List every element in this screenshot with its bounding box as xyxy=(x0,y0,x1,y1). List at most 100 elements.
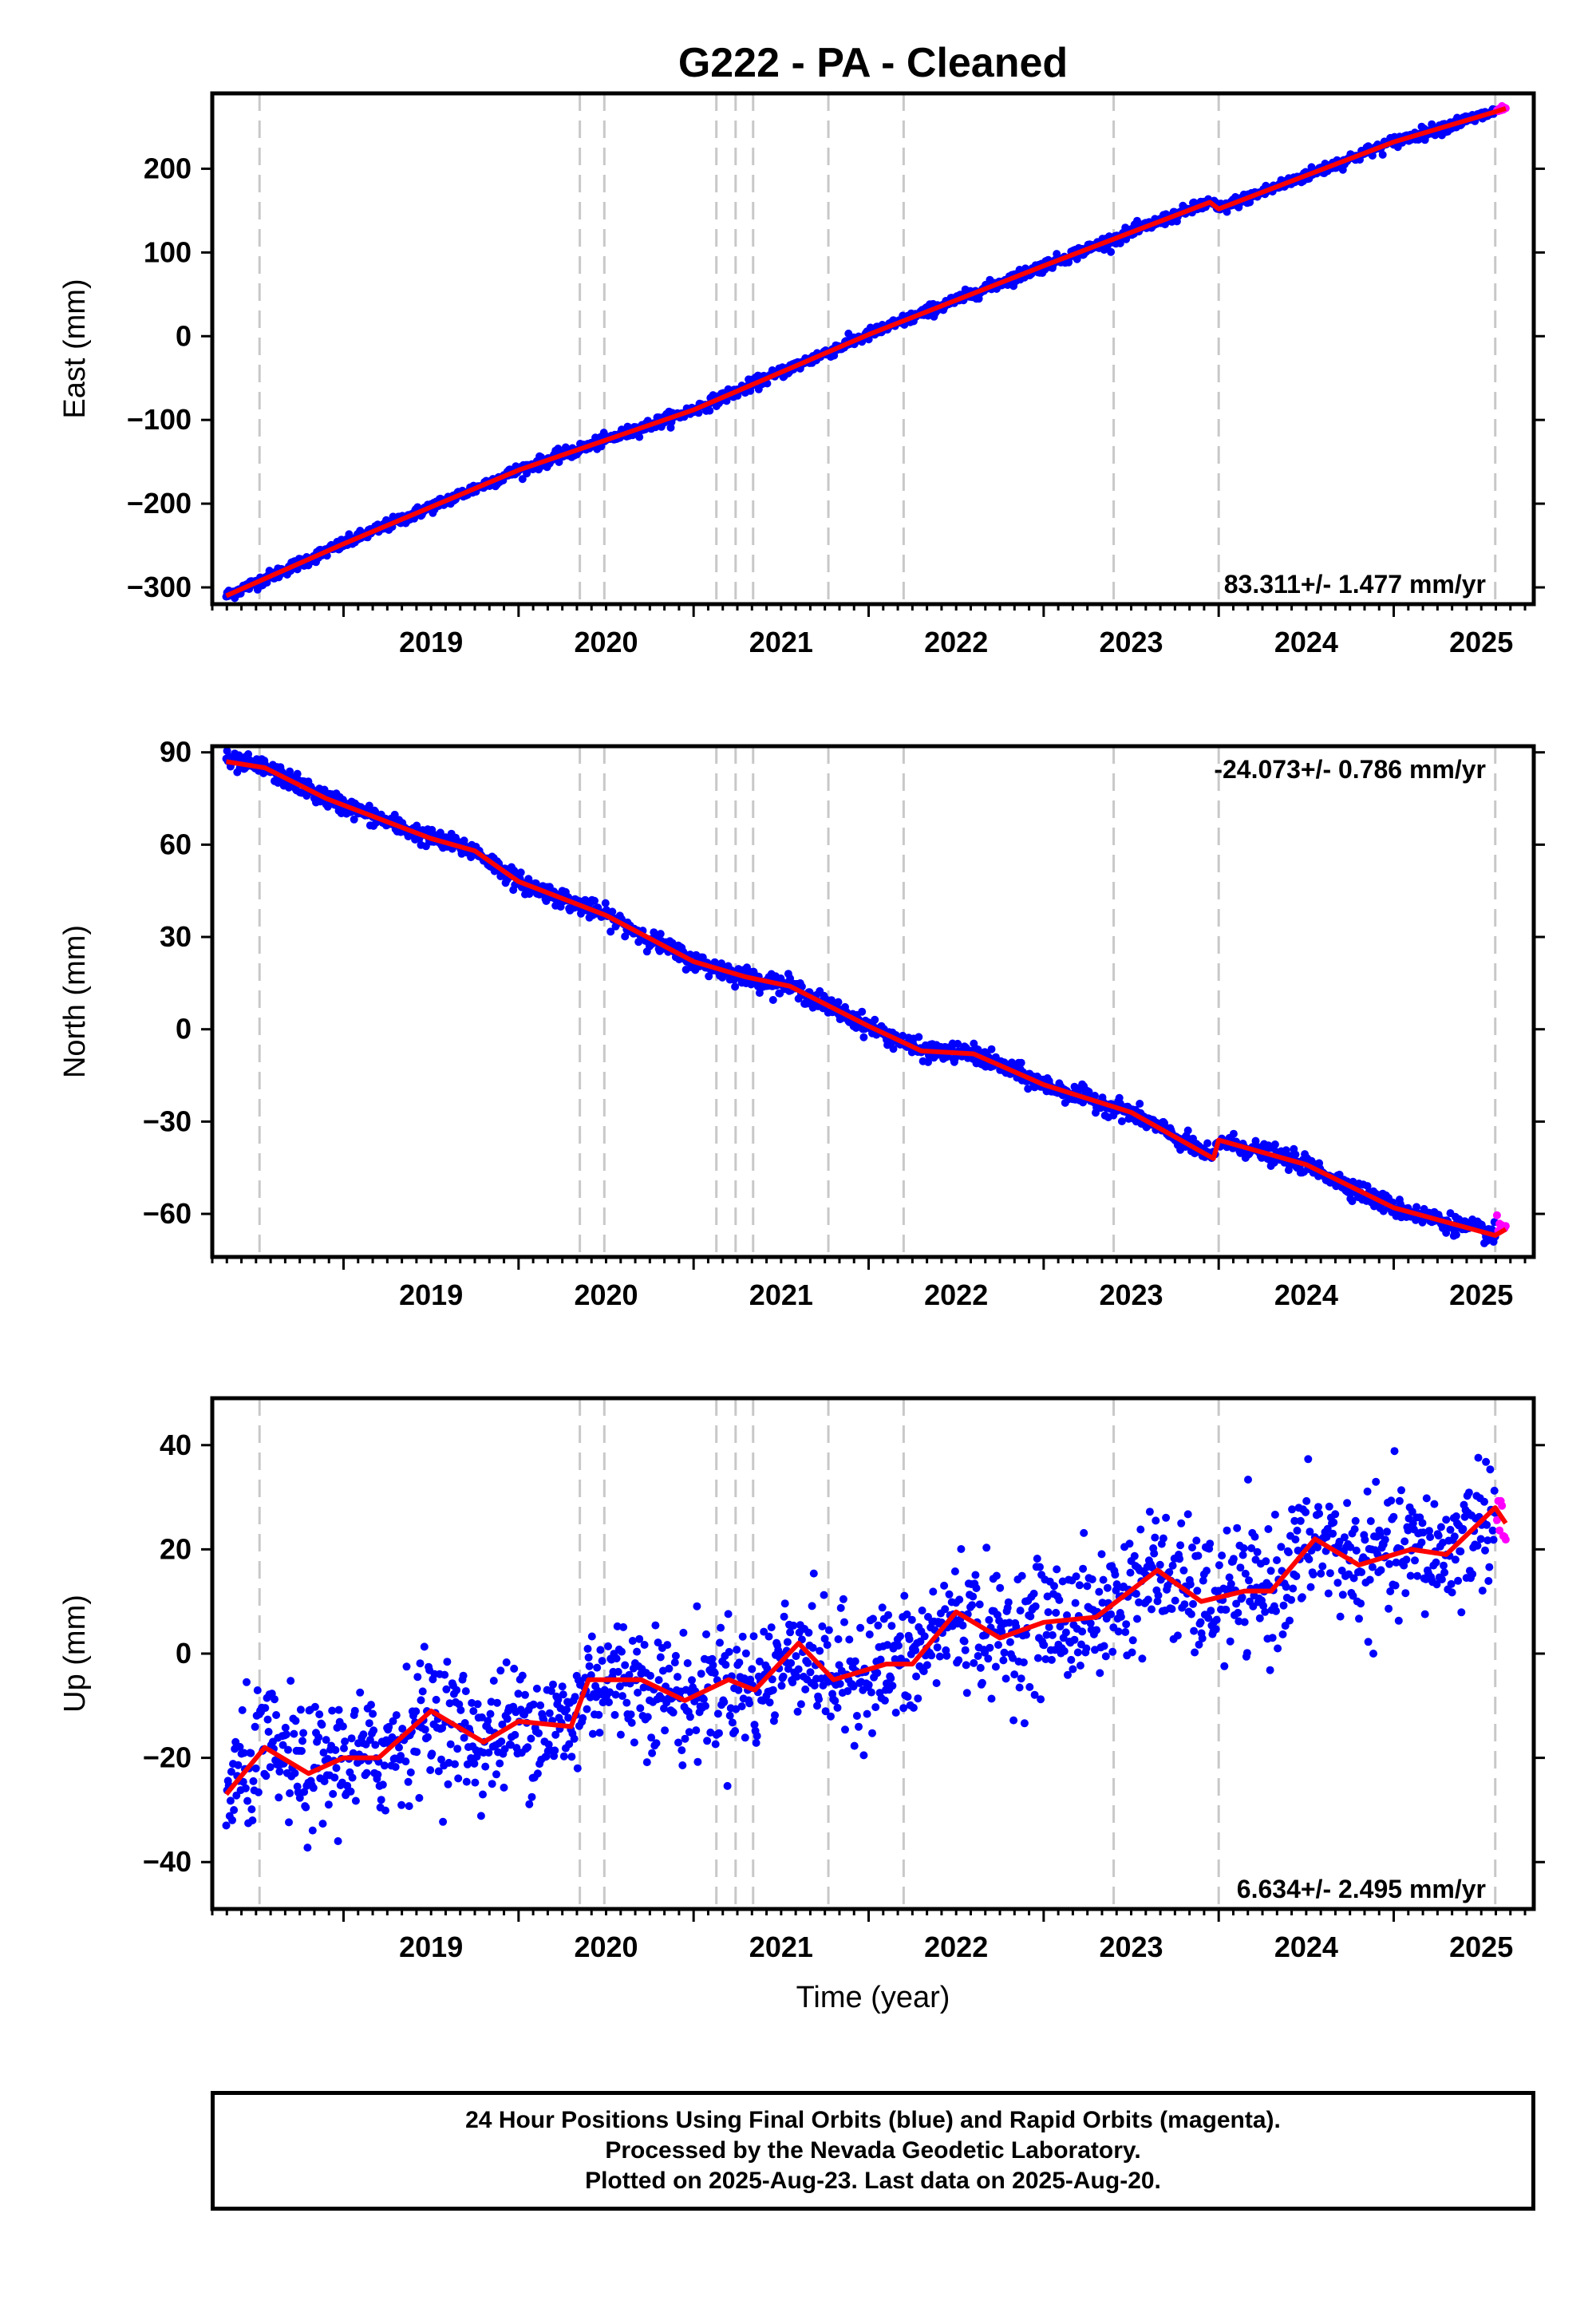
final-orbit-point xyxy=(1218,1551,1227,1560)
final-orbit-point xyxy=(1490,1486,1499,1495)
final-orbit-point xyxy=(484,1749,493,1757)
final-orbit-point xyxy=(533,1769,542,1778)
final-orbit-point xyxy=(1349,1574,1358,1583)
plot-frame xyxy=(210,744,1536,1259)
final-orbit-point xyxy=(688,1676,696,1685)
final-orbit-point xyxy=(985,1615,994,1624)
y-tick-label: 200 xyxy=(144,152,192,184)
final-orbit-point xyxy=(831,1697,839,1705)
final-orbit-point xyxy=(471,1778,480,1787)
final-orbit-point xyxy=(1253,1547,1262,1556)
final-orbit-point xyxy=(551,1730,560,1739)
final-orbit-point xyxy=(585,1662,594,1670)
final-orbit-point xyxy=(809,1569,818,1578)
final-orbit-point xyxy=(315,1710,324,1719)
final-orbit-point xyxy=(587,1671,595,1679)
final-orbit-point xyxy=(1048,1630,1057,1639)
final-orbit-point xyxy=(813,1701,821,1710)
final-orbit-point xyxy=(1012,1622,1021,1631)
final-orbit-point xyxy=(369,1726,378,1735)
final-orbit-point xyxy=(648,1749,657,1757)
final-orbit-point xyxy=(628,1637,637,1645)
final-orbit-point xyxy=(693,1757,702,1766)
final-orbit-point xyxy=(783,1638,792,1646)
final-orbit-point xyxy=(428,1749,437,1758)
final-orbit-point xyxy=(692,1726,701,1735)
final-orbit-point xyxy=(1261,1607,1270,1616)
final-orbit-point xyxy=(1452,1512,1460,1520)
final-orbit-point xyxy=(642,1758,651,1767)
final-orbit-point xyxy=(1350,1525,1359,1534)
final-orbit-point xyxy=(975,1600,984,1609)
final-orbit-point xyxy=(605,1698,613,1706)
final-orbit-point xyxy=(247,1805,256,1814)
final-orbit-point xyxy=(551,1746,559,1755)
rapid-orbit-point xyxy=(1492,1211,1501,1219)
final-orbit-point xyxy=(954,1656,963,1665)
final-orbit-point xyxy=(567,1753,576,1761)
final-orbit-point xyxy=(497,1737,506,1746)
final-orbit-point xyxy=(492,1770,500,1779)
x-tick-label: 2019 xyxy=(399,1279,463,1311)
final-orbit-point xyxy=(549,1680,557,1689)
final-orbit-point xyxy=(868,1729,876,1737)
final-orbit-point xyxy=(595,1710,603,1719)
final-orbit-point xyxy=(1033,1555,1041,1563)
final-orbit-point xyxy=(535,1729,543,1737)
final-orbit-point xyxy=(1386,1587,1395,1595)
final-orbit-point xyxy=(1411,1556,1419,1565)
final-orbit-point xyxy=(981,1648,990,1657)
final-orbit-point xyxy=(915,1033,923,1041)
x-tick-label: 2022 xyxy=(924,1279,988,1311)
final-orbit-point xyxy=(1050,1582,1058,1591)
final-orbit-point xyxy=(529,1700,538,1709)
final-orbit-point xyxy=(1235,1617,1243,1626)
final-orbit-point xyxy=(735,1658,744,1667)
final-orbit-point xyxy=(1279,1601,1288,1610)
final-orbit-point xyxy=(380,1761,389,1770)
final-orbit-point xyxy=(1395,1496,1404,1505)
final-orbit-point xyxy=(1381,1535,1389,1544)
final-orbit-point xyxy=(717,959,726,968)
final-orbit-point xyxy=(674,1673,681,1682)
final-orbit-point xyxy=(1394,1616,1403,1625)
final-orbit-point xyxy=(1363,1487,1372,1496)
final-orbit-point xyxy=(613,1622,622,1630)
final-orbit-point xyxy=(1473,1541,1482,1550)
final-orbit-point xyxy=(1194,1551,1203,1560)
final-orbit-point xyxy=(697,1670,705,1678)
final-orbit-point xyxy=(656,1653,665,1662)
final-orbit-point xyxy=(1125,1539,1134,1548)
final-orbit-point xyxy=(1372,1477,1381,1486)
final-orbit-point xyxy=(1173,1631,1182,1640)
plot-frame xyxy=(210,91,1536,607)
final-orbit-point xyxy=(377,1796,385,1804)
final-orbit-point xyxy=(1004,1598,1013,1607)
final-orbit-point xyxy=(678,1761,687,1769)
footer-line-2: Processed by the Nevada Geodetic Laborat… xyxy=(605,2137,1141,2164)
final-orbit-point xyxy=(439,1817,448,1826)
final-orbit-point xyxy=(777,1682,786,1690)
final-orbit-point xyxy=(271,1695,279,1704)
final-orbit-point xyxy=(381,1806,389,1815)
final-orbit-point xyxy=(768,1686,777,1694)
final-orbit-point xyxy=(912,1672,921,1681)
final-orbit-point xyxy=(1138,1654,1147,1663)
final-orbit-point xyxy=(755,1657,764,1666)
final-orbit-point xyxy=(588,1729,597,1738)
final-orbit-point xyxy=(365,801,373,810)
final-orbit-point xyxy=(1489,1535,1498,1544)
y-tick-label: −100 xyxy=(127,403,192,436)
y-tick-label: −60 xyxy=(143,1197,192,1230)
final-orbit-point xyxy=(1088,1575,1096,1583)
final-orbit-point xyxy=(1392,1558,1400,1567)
final-orbit-point xyxy=(503,1714,512,1723)
final-orbit-point xyxy=(887,1622,896,1630)
final-orbit-point xyxy=(563,1705,571,1713)
final-orbit-point xyxy=(1420,1610,1429,1618)
final-orbit-point xyxy=(1232,1599,1241,1608)
final-orbit-point xyxy=(711,1740,720,1749)
final-orbit-point xyxy=(346,1787,355,1796)
final-orbit-point xyxy=(460,1733,468,1742)
